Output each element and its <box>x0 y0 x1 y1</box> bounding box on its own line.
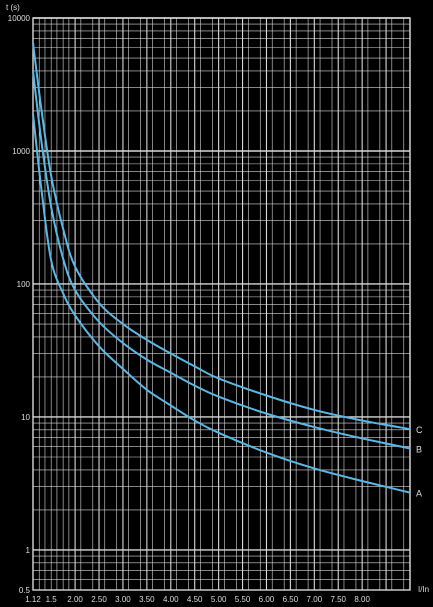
x-tick-label: 6.00 <box>259 595 275 604</box>
y-tick-label: 10000 <box>8 14 31 23</box>
y-tick-label: 0.5 <box>19 586 31 595</box>
x-tick-label: 2.50 <box>91 595 107 604</box>
plot-frame <box>32 17 411 591</box>
curve-label-c: C <box>416 425 423 435</box>
grid <box>32 17 411 591</box>
x-axis-label: I/In <box>418 585 429 594</box>
x-tick-label: 7.00 <box>307 595 323 604</box>
curves: CB A <box>32 42 423 499</box>
x-tick-label: 4.00 <box>163 595 179 604</box>
curve-label-b: B <box>416 444 422 454</box>
x-tick-label: 2.00 <box>67 595 83 604</box>
y-axis-label: t (s) <box>6 3 20 12</box>
x-tick-label: 7.50 <box>330 595 346 604</box>
y-tick-label: 1 <box>26 546 31 555</box>
x-tick-label: 1.12 <box>25 595 41 604</box>
y-tick-label: 1000 <box>12 147 30 156</box>
tick-labels: 1.12 1.5 2.00 2.50 3.00 3.50 4.00 4.50 5.00 5.50 6… <box>8 14 371 604</box>
curve-b <box>32 70 411 450</box>
x-tick-label: 4.50 <box>187 595 203 604</box>
x-tick-label: 8.00 <box>354 595 370 604</box>
x-tick-label: 5.50 <box>235 595 251 604</box>
x-tick-label: 6.50 <box>283 595 299 604</box>
x-tick-label: 3.00 <box>115 595 131 604</box>
x-tick-label: 5.00 <box>211 595 227 604</box>
x-tick-label: 3.50 <box>139 595 155 604</box>
y-tick-label: 100 <box>17 280 31 289</box>
curve-a <box>32 113 411 494</box>
y-tick-label: 10 <box>21 413 30 422</box>
x-tick-label: 1.5 <box>46 595 58 604</box>
curve-c <box>32 42 411 431</box>
curve-label-a: A <box>416 489 422 499</box>
